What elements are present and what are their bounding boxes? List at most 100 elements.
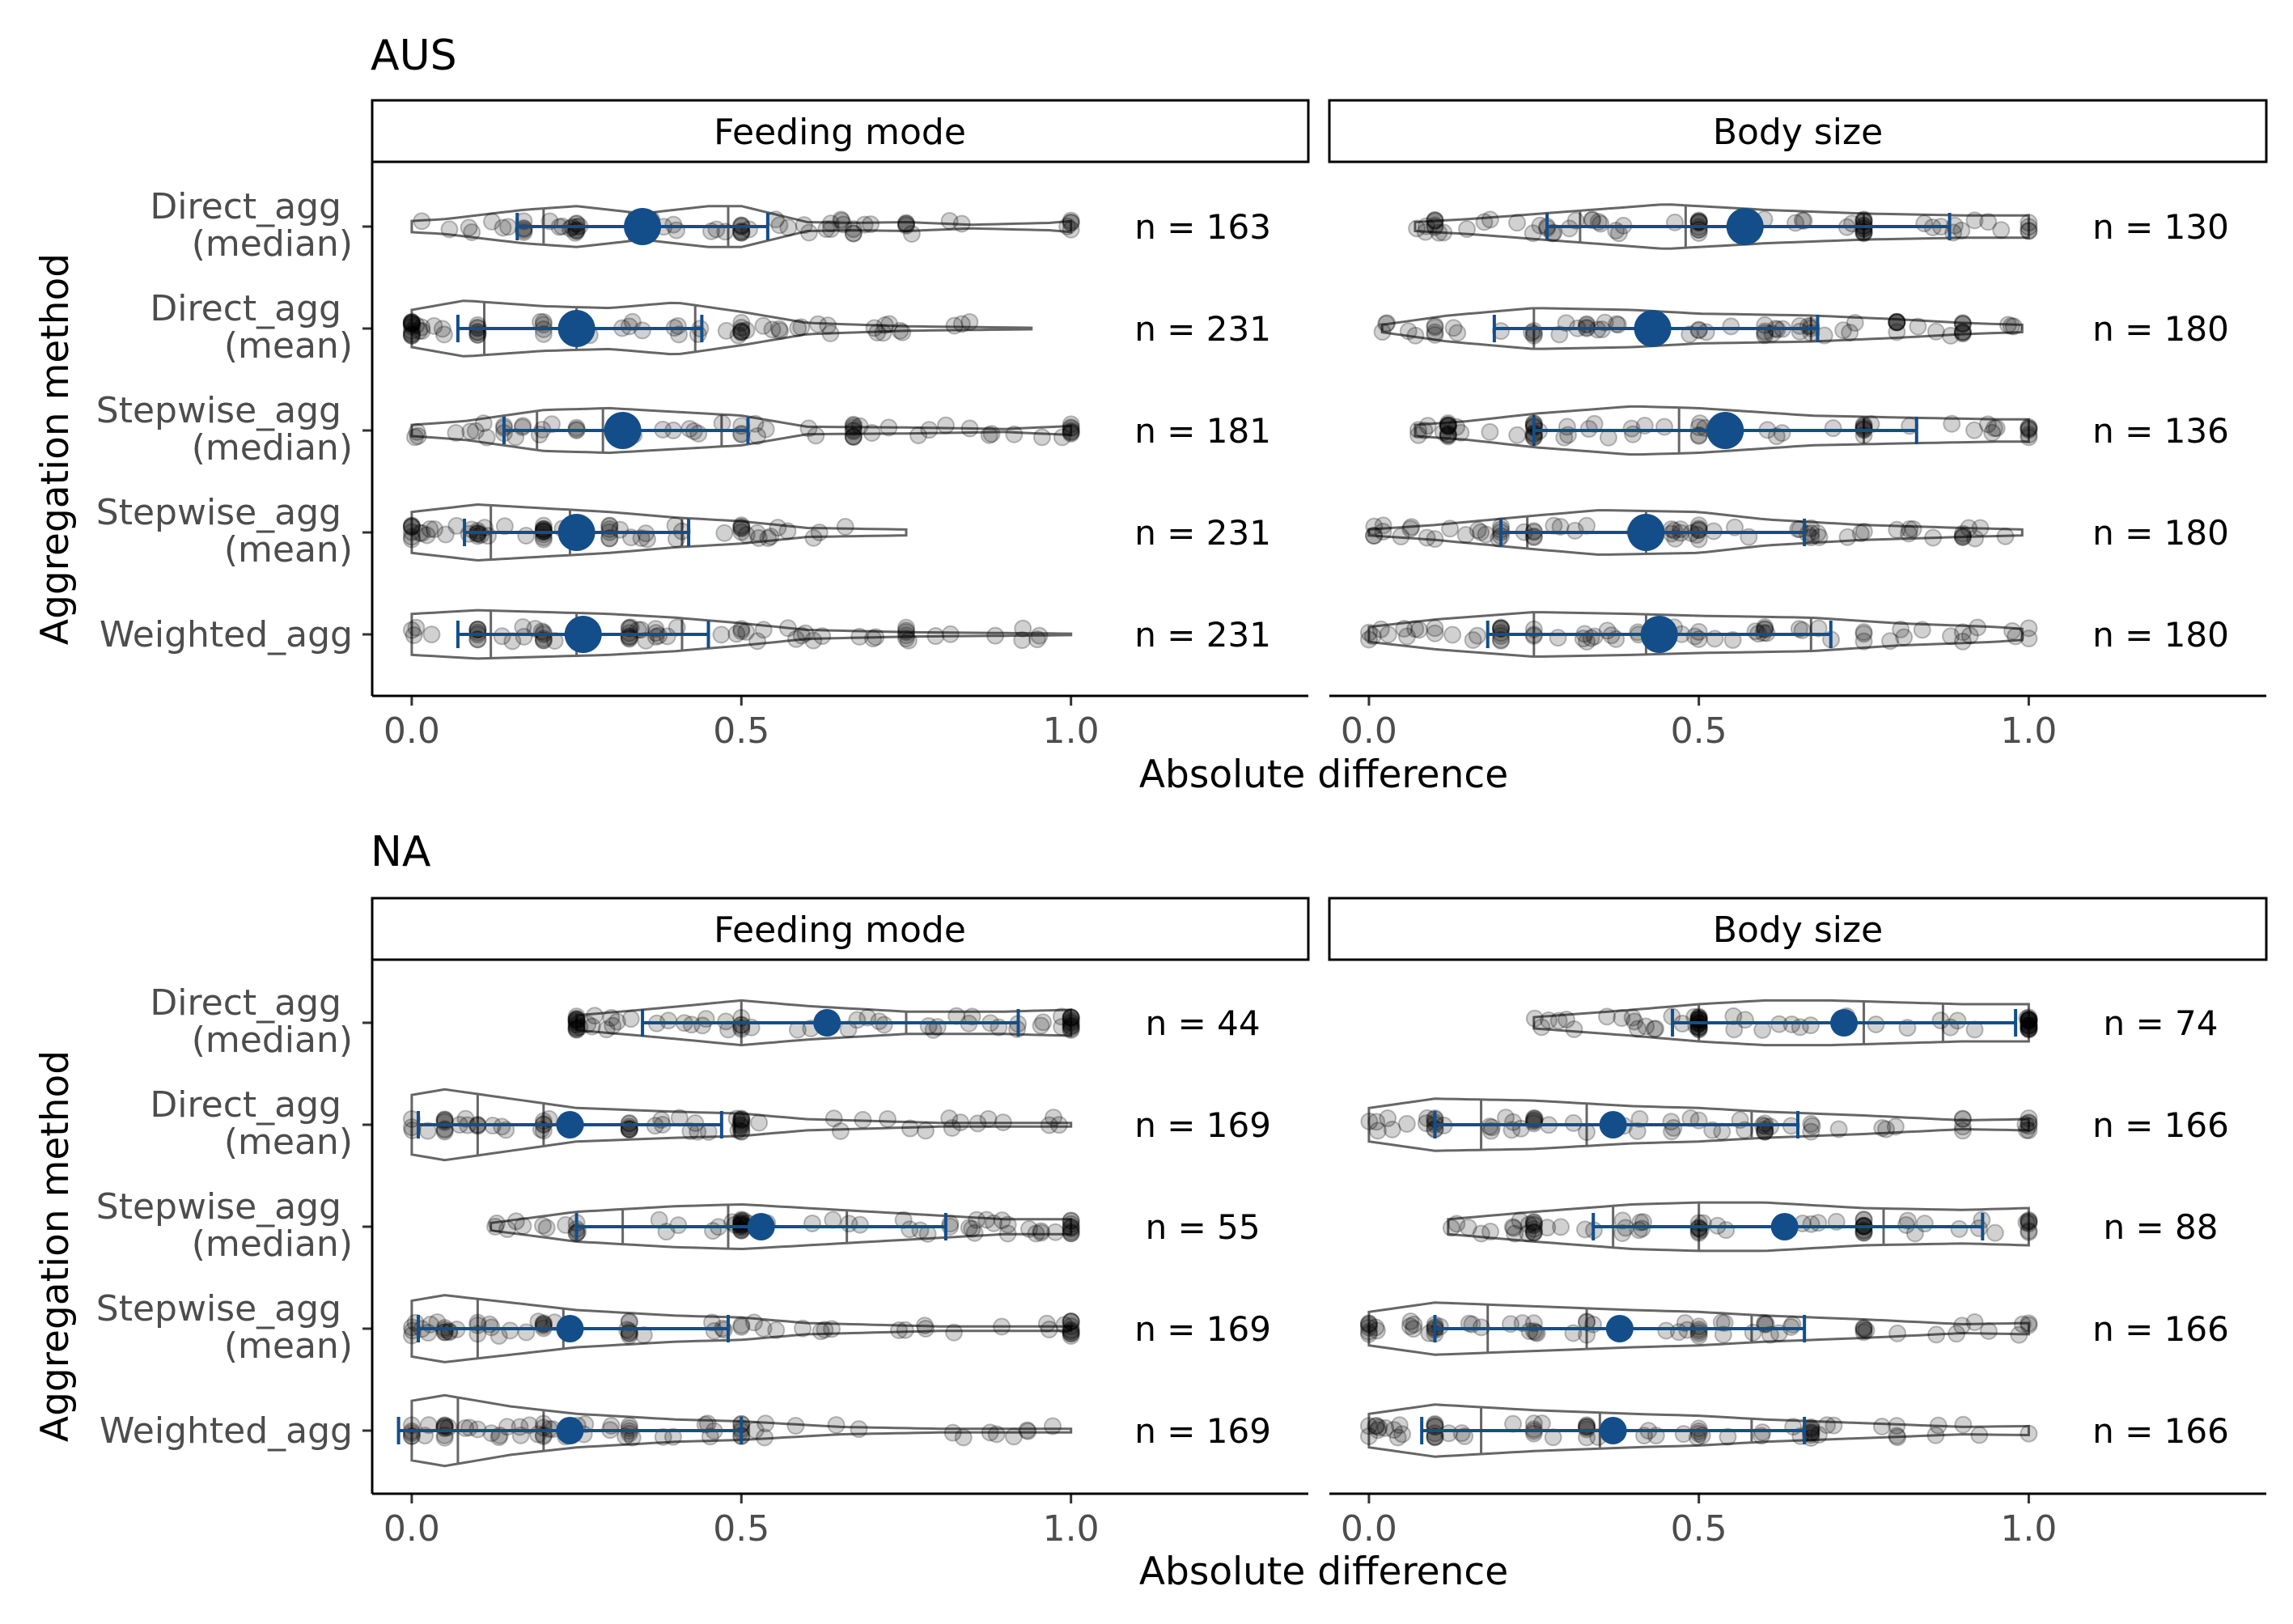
violin-outline — [410, 299, 1033, 358]
jitter-point — [1966, 529, 1985, 548]
jitter-point — [844, 220, 863, 239]
panel-na-feeding-mode: n = 44 n = 169 n = 55 n = 169 n = 169 — [396, 999, 1271, 1468]
jitter-point — [468, 1313, 487, 1332]
jitter-point — [474, 414, 493, 433]
jitter-point — [405, 626, 423, 645]
jitter-point — [526, 619, 545, 638]
jitter-point — [1927, 1325, 1946, 1344]
jitter-point — [1062, 214, 1080, 232]
y-category-label: Direct_agg (median) — [150, 982, 353, 1061]
jitter-point — [1953, 528, 1972, 546]
jitter-point — [817, 220, 836, 239]
jitter-point — [965, 1223, 984, 1242]
jitter-point — [1374, 516, 1392, 535]
jitter-point — [1062, 214, 1080, 232]
jitter-point — [1809, 619, 1828, 638]
x-tick-label: 0.5 — [1671, 1508, 1727, 1550]
jitter-point — [1685, 1007, 1704, 1026]
jitter-point — [1373, 323, 1392, 341]
jitter-point — [1888, 1417, 1906, 1435]
jitter-point — [1062, 1312, 1080, 1331]
jitter-point — [1689, 321, 1708, 340]
jitter-point — [1367, 1417, 1386, 1435]
n-label: n = 231 — [1134, 615, 1271, 655]
jitter-point — [402, 530, 421, 549]
jitter-point — [867, 628, 885, 647]
n-label: n = 163 — [1134, 207, 1271, 247]
jitter-point — [1689, 1317, 1708, 1336]
jitter-point — [493, 627, 511, 646]
jitter-point — [778, 619, 797, 638]
jitter-point — [1062, 1312, 1080, 1331]
jitter-point — [755, 1428, 774, 1447]
jitter-point — [703, 1313, 722, 1332]
x-tick-labels-na-body-size: 0.0 0.5 1.0 — [1341, 1494, 2057, 1550]
jitter-point — [1873, 1118, 1892, 1137]
jitter-point — [1948, 1325, 1966, 1343]
jitter-point — [813, 627, 832, 646]
jitter-point — [1809, 1426, 1828, 1444]
jitter-point — [413, 322, 431, 341]
jitter-point — [746, 1421, 765, 1440]
jitter-point — [1901, 519, 1919, 538]
jitter-point — [646, 627, 665, 646]
jitter-point — [632, 529, 651, 548]
jitter-point — [1799, 317, 1817, 336]
jitter-point — [1886, 1117, 1905, 1136]
jitter-point — [1439, 414, 1457, 433]
violin-outline — [410, 608, 1073, 660]
jitter-point — [1442, 1219, 1460, 1237]
jitter-point — [1565, 1020, 1583, 1038]
jitter-point — [1062, 415, 1080, 434]
n-label: n = 166 — [2092, 1411, 2229, 1451]
jitter-point — [1062, 1312, 1080, 1331]
jitter-point — [1418, 417, 1437, 435]
jitter-point — [763, 320, 782, 339]
jitter-point — [1970, 1426, 1989, 1444]
jitter-point — [1062, 1008, 1080, 1027]
jitter-point — [732, 1020, 751, 1038]
jitter-point — [1895, 628, 1914, 647]
violin-outline — [1367, 611, 2024, 658]
jitter-point — [2020, 1018, 2038, 1037]
jitter-point — [1524, 1219, 1543, 1238]
jitter-point — [844, 422, 863, 441]
jitter-point — [1426, 1415, 1444, 1434]
jitter-point — [1426, 624, 1444, 642]
jitter-point — [1401, 519, 1420, 538]
jitter-point — [833, 211, 851, 230]
jitter-point — [1359, 1314, 1378, 1333]
jitter-point — [821, 324, 840, 342]
jitter-point — [2020, 1212, 2038, 1231]
jitter-point — [834, 215, 853, 234]
jitter-point — [1782, 1016, 1801, 1034]
jitter-point — [407, 316, 426, 334]
jitter-point — [1062, 1317, 1080, 1336]
jitter-point — [1623, 1008, 1642, 1027]
jitter-point — [1854, 1223, 1873, 1242]
jitter-point — [567, 1010, 586, 1028]
jitter-point — [1953, 315, 1972, 333]
jitter-point — [732, 323, 751, 341]
jitter-point — [1913, 621, 1931, 639]
jitter-point — [1898, 1211, 1917, 1230]
x-tick-labels-aus-feeding-mode: 0.0 0.5 1.0 — [384, 696, 1100, 752]
jitter-point — [2020, 218, 2038, 236]
jitter-point — [917, 1122, 935, 1140]
jitter-point — [1447, 1215, 1466, 1233]
jitter-point — [407, 618, 426, 637]
jitter-point — [583, 1017, 601, 1036]
violin-outline — [1367, 1301, 2030, 1356]
jitter-point — [1367, 1113, 1386, 1131]
jitter-point — [2020, 419, 2038, 438]
jitter-point — [1397, 1114, 1416, 1133]
jitter-point — [2020, 1424, 2038, 1443]
jitter-point — [1888, 520, 1906, 539]
jitter-point — [1613, 1009, 1631, 1028]
jitter-point — [963, 1007, 981, 1026]
jitter-point — [1862, 415, 1880, 434]
jitter-point — [499, 218, 518, 236]
jitter-point — [986, 626, 1005, 645]
jitter-point — [1426, 212, 1444, 231]
jitter-point — [477, 428, 496, 447]
